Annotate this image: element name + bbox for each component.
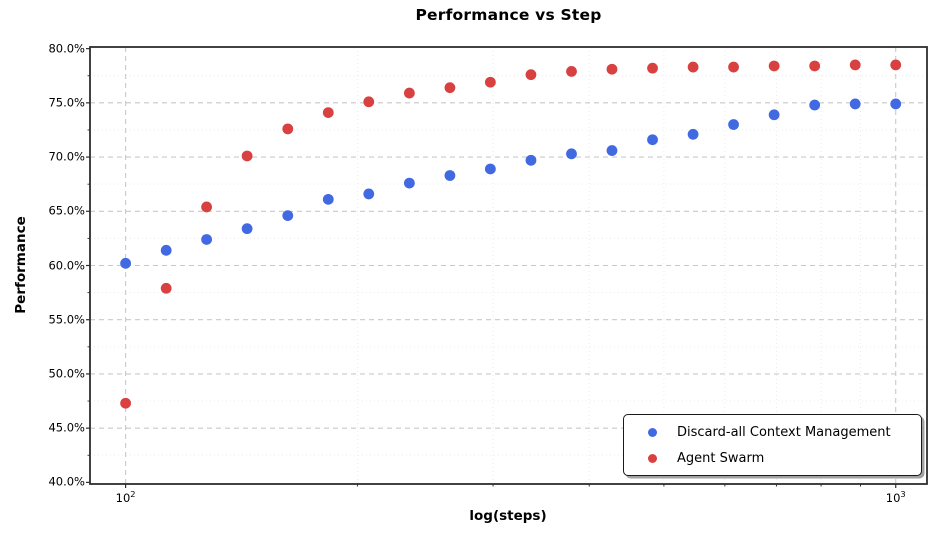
- data-point-discard-all: [241, 223, 253, 235]
- y-tick-label: 45.0%: [48, 420, 85, 435]
- data-point-discard-all: [484, 163, 496, 175]
- legend-item-agent-swarm: Agent Swarm: [624, 448, 921, 469]
- y-tick-label: 40.0%: [48, 475, 85, 490]
- data-point-discard-all: [363, 188, 375, 200]
- y-tick-label: 50.0%: [48, 366, 85, 381]
- data-point-agent-swarm: [809, 60, 821, 72]
- legend-label-discard-all: Discard-all Context Management: [677, 424, 891, 440]
- data-point-agent-swarm: [768, 60, 780, 72]
- legend-marker-red-icon: [648, 453, 657, 463]
- chart-title: Performance vs Step: [415, 6, 602, 24]
- data-point-agent-swarm: [160, 282, 172, 294]
- data-point-agent-swarm: [282, 123, 294, 135]
- data-point-discard-all: [282, 210, 294, 222]
- data-point-discard-all: [768, 109, 780, 121]
- data-point-agent-swarm: [606, 63, 618, 75]
- y-tick-label: 70.0%: [48, 149, 85, 164]
- legend-label-agent-swarm: Agent Swarm: [677, 450, 765, 466]
- data-point-agent-swarm: [201, 201, 213, 213]
- legend-marker-blue-icon: [648, 427, 657, 437]
- y-tick-label: 65.0%: [48, 204, 85, 219]
- data-point-discard-all: [322, 193, 334, 205]
- data-point-discard-all: [201, 234, 213, 245]
- data-point-discard-all: [444, 170, 456, 181]
- data-point-discard-all: [728, 119, 739, 130]
- legend: Discard-all Context Management Agent Swa…: [623, 414, 922, 476]
- data-point-discard-all: [525, 154, 537, 166]
- data-point-discard-all: [566, 148, 577, 160]
- data-point-agent-swarm: [566, 65, 577, 77]
- data-point-discard-all: [647, 134, 658, 146]
- x-tick-label: 103: [885, 489, 906, 505]
- plot-frame: [89, 46, 928, 485]
- data-point-agent-swarm: [444, 82, 456, 94]
- data-point-agent-swarm: [484, 76, 496, 88]
- data-point-agent-swarm: [403, 87, 415, 99]
- data-point-agent-swarm: [241, 150, 253, 162]
- data-point-discard-all: [849, 98, 861, 110]
- y-tick-label: 80.0%: [48, 41, 85, 56]
- data-point-agent-swarm: [890, 59, 902, 71]
- data-point-agent-swarm: [525, 69, 537, 81]
- data-point-agent-swarm: [849, 59, 861, 71]
- data-point-discard-all: [809, 99, 821, 111]
- data-point-agent-swarm: [322, 107, 334, 119]
- data-point-agent-swarm: [728, 61, 739, 73]
- data-point-discard-all: [687, 128, 699, 140]
- data-point-agent-swarm: [120, 397, 132, 409]
- data-point-agent-swarm: [647, 62, 658, 74]
- y-tick-label: 55.0%: [48, 312, 85, 327]
- y-tick-label: 60.0%: [48, 258, 85, 273]
- data-point-discard-all: [890, 98, 902, 110]
- data-point-agent-swarm: [687, 61, 699, 73]
- x-axis-label: log(steps): [469, 508, 547, 524]
- data-point-discard-all: [606, 145, 618, 156]
- data-point-discard-all: [403, 177, 415, 189]
- data-point-agent-swarm: [363, 96, 375, 108]
- y-tick-label: 75.0%: [48, 95, 85, 110]
- data-point-discard-all: [120, 257, 132, 269]
- data-point-discard-all: [160, 244, 172, 256]
- legend-item-discard-all: Discard-all Context Management: [624, 422, 921, 443]
- x-tick-label: 102: [115, 489, 136, 505]
